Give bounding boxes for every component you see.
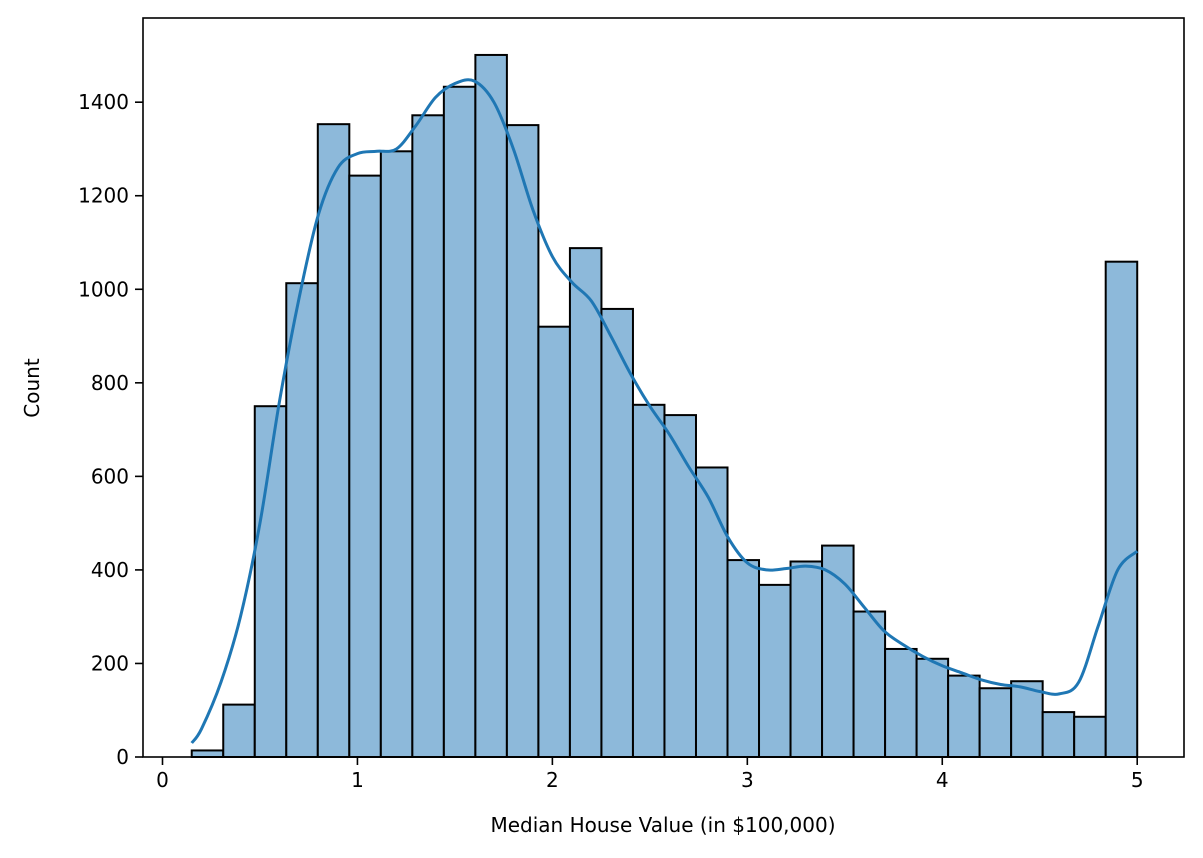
y-axis-label: Count bbox=[20, 358, 44, 418]
histogram-bar bbox=[947, 674, 981, 758]
histogram-bar bbox=[537, 325, 571, 758]
histogram-bar bbox=[348, 174, 382, 759]
histogram-bar bbox=[568, 247, 603, 758]
x-tick-label: 3 bbox=[741, 768, 754, 792]
histogram-bar bbox=[222, 703, 256, 758]
histogram-bar bbox=[379, 150, 414, 758]
x-axis-label: Median House Value (in $100,000) bbox=[490, 813, 835, 837]
y-tick-label: 0 bbox=[116, 745, 129, 769]
histogram-bar bbox=[474, 53, 508, 758]
histogram-bar bbox=[978, 687, 1013, 758]
histogram-bar bbox=[758, 583, 792, 758]
y-tick-label: 600 bbox=[91, 464, 129, 488]
x-tick-label: 0 bbox=[156, 768, 169, 792]
bars-layer bbox=[190, 53, 1139, 759]
histogram-bar bbox=[442, 85, 477, 758]
histogram-bar bbox=[1104, 260, 1139, 758]
x-tick-label: 2 bbox=[546, 768, 559, 792]
y-tick-label: 1400 bbox=[78, 90, 129, 114]
histogram-bar bbox=[663, 414, 697, 758]
histogram-bar bbox=[884, 647, 918, 758]
y-tick-label: 1200 bbox=[78, 184, 129, 208]
x-tick-label: 5 bbox=[1131, 768, 1144, 792]
histogram-bar bbox=[505, 124, 540, 759]
histogram-bar bbox=[789, 560, 824, 759]
histogram-bar bbox=[694, 466, 729, 758]
histogram-bar bbox=[600, 307, 634, 758]
histogram-bar bbox=[726, 559, 761, 758]
histogram-bar bbox=[285, 282, 319, 758]
histogram-bar bbox=[631, 403, 666, 758]
y-tick-label: 1000 bbox=[78, 277, 129, 301]
y-tick-label: 400 bbox=[91, 558, 129, 582]
histogram-bar bbox=[316, 123, 351, 758]
kde-line bbox=[190, 78, 1139, 744]
histogram-bar bbox=[411, 114, 445, 759]
x-axis: 0 1 2 3 4 5 bbox=[156, 757, 1144, 792]
x-tick-label: 1 bbox=[351, 768, 364, 792]
histogram-bar bbox=[915, 657, 950, 759]
x-tick-label: 4 bbox=[936, 768, 949, 792]
histogram-bar bbox=[852, 610, 887, 759]
y-tick-label: 200 bbox=[91, 651, 129, 675]
y-axis: 0 200 400 600 800 1000 1200 1400 bbox=[78, 90, 143, 769]
plot-frame bbox=[142, 17, 1185, 758]
histogram-bar bbox=[1041, 711, 1076, 759]
histogram-bar bbox=[1073, 715, 1107, 758]
histogram-bar bbox=[190, 749, 225, 759]
y-tick-label: 800 bbox=[91, 371, 129, 395]
